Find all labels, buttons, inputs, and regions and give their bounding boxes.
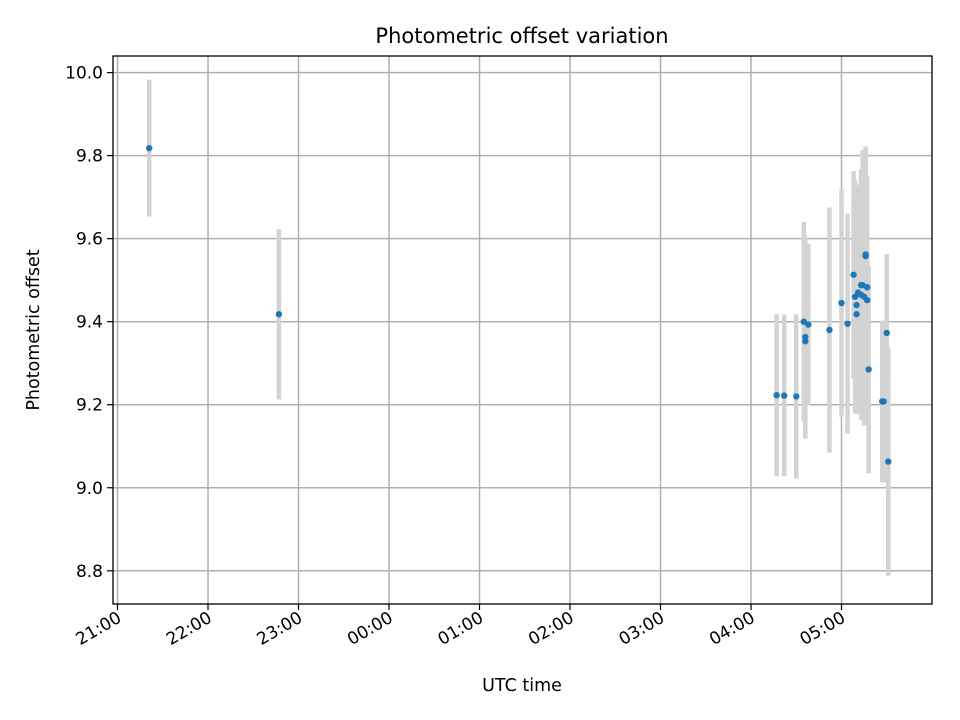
- y-tick-label: 9.2: [76, 396, 103, 416]
- y-tick-label: 9.6: [76, 230, 103, 250]
- data-point: [865, 366, 872, 373]
- data-point: [802, 333, 809, 341]
- x-tick-label: 23:00: [254, 608, 306, 650]
- data-points: [145, 144, 892, 465]
- x-axis-label: UTC time: [482, 676, 562, 696]
- x-tick-label: 05:00: [797, 608, 849, 650]
- y-tick-label: 9.0: [76, 479, 103, 499]
- y-axis: 8.8 9.0 9.2 9.4 9.6 9.8 10.0: [65, 64, 113, 582]
- data-point: [275, 311, 283, 318]
- x-tick-label: 21:00: [73, 608, 125, 650]
- data-point: [145, 144, 153, 152]
- data-point: [850, 271, 857, 278]
- x-tick-label: 01:00: [435, 608, 487, 650]
- data-point: [885, 458, 892, 465]
- data-point: [780, 392, 788, 399]
- data-point: [853, 311, 860, 318]
- y-axis-label: Photometric offset: [24, 249, 44, 410]
- data-point: [880, 398, 887, 405]
- data-point: [853, 301, 860, 309]
- x-tick-label: 00:00: [344, 608, 396, 650]
- x-tick-label: 02:00: [525, 608, 577, 650]
- data-point: [844, 320, 851, 327]
- y-tick-label: 10.0: [65, 64, 103, 84]
- y-tick-label: 9.4: [76, 313, 103, 333]
- x-axis: 21:00 22:00 23:00 00:00 01:00 02:00 03:00 04:00…: [73, 604, 849, 650]
- data-point: [805, 321, 812, 328]
- error-bars: [146, 79, 891, 576]
- x-tick-label: 03:00: [616, 608, 668, 650]
- data-point: [793, 393, 800, 400]
- data-point: [863, 296, 871, 304]
- y-tick-label: 8.8: [76, 562, 103, 582]
- data-point: [838, 299, 845, 307]
- data-point: [862, 252, 869, 260]
- x-tick-label: 22:00: [163, 608, 215, 650]
- data-point: [883, 329, 890, 337]
- x-tick-label: 04:00: [706, 608, 758, 650]
- data-point: [863, 284, 871, 291]
- y-tick-label: 9.8: [76, 147, 103, 167]
- data-point: [773, 391, 780, 399]
- chart-title: Photometric offset variation: [375, 24, 668, 48]
- data-point: [800, 318, 807, 325]
- data-point: [826, 326, 833, 334]
- plot-frame: [112, 55, 933, 605]
